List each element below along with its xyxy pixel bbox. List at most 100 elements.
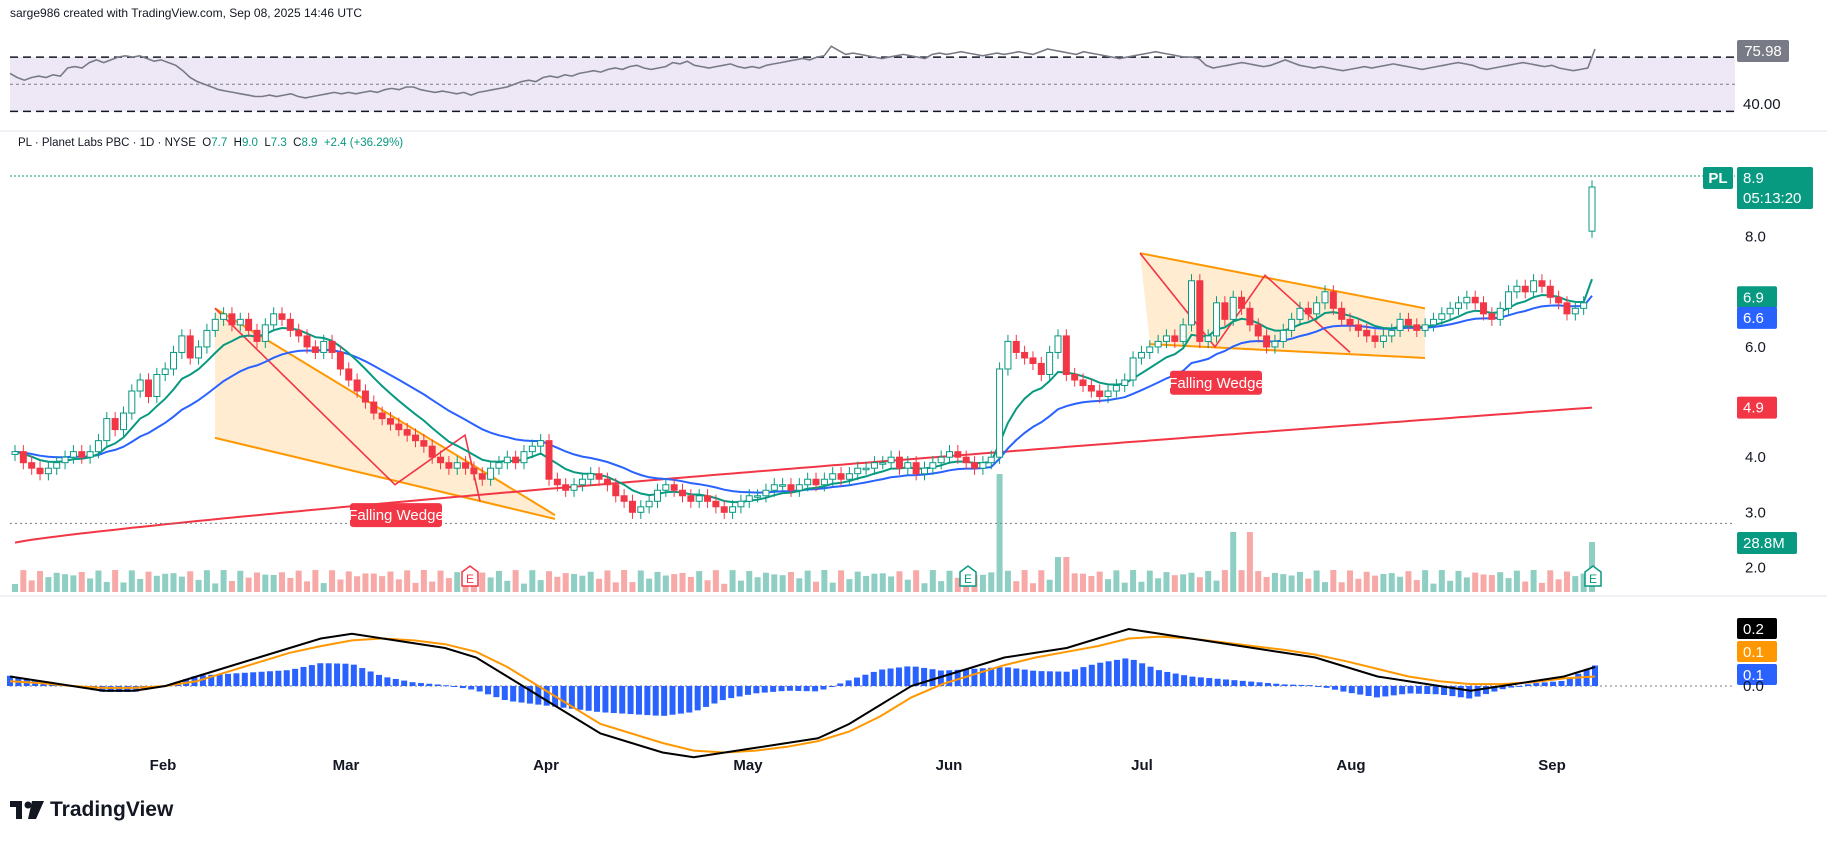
macd-hist-bar	[350, 664, 357, 686]
volume-bar	[779, 575, 786, 592]
candle-body	[1263, 335, 1271, 348]
macd-hist-bar	[132, 686, 139, 692]
candle-body	[745, 495, 753, 502]
macd-hist-bar	[1030, 670, 1037, 686]
volume-bar	[1071, 573, 1078, 592]
volume-bar	[1096, 571, 1103, 592]
macd-hist-bar	[887, 668, 894, 686]
volume-bar	[1088, 575, 1095, 592]
volume-bar	[262, 574, 269, 592]
macd-hist-bar	[1592, 665, 1598, 686]
macd-hist-bar	[124, 686, 131, 692]
candle-body	[1179, 324, 1187, 342]
volume-bar	[629, 582, 636, 592]
candle-body	[1413, 324, 1421, 331]
macd-hist-bar	[879, 669, 886, 686]
wedge-fill	[1140, 253, 1425, 358]
candle-body	[1321, 291, 1329, 304]
candle-body	[361, 390, 369, 403]
macd-tick-label: 0.0	[1743, 678, 1764, 695]
macd-hist-bar	[451, 686, 458, 687]
volume-bar	[1572, 576, 1579, 592]
macd-hist-bar	[862, 674, 869, 686]
candle-body	[603, 478, 611, 486]
candle-body	[195, 346, 203, 359]
macd-hist-bar	[1432, 686, 1439, 695]
volume-bar	[103, 581, 110, 592]
volume-bar	[487, 577, 494, 592]
volume-tag	[1737, 532, 1797, 554]
volume-tag-text: 28.8M	[1743, 535, 1785, 552]
macd-hist-bar	[619, 686, 626, 714]
macd-hist-bar	[1181, 675, 1188, 686]
candle-body	[1555, 296, 1563, 304]
volume-bar	[996, 474, 1003, 592]
candle-body	[862, 467, 870, 471]
volume-bar	[45, 577, 52, 592]
candle-body	[1171, 335, 1179, 342]
volume-bar	[1347, 570, 1354, 592]
macd-hist-bar	[661, 686, 668, 716]
ema-slow-line	[14, 406, 1593, 544]
macd-value-text: 0.2	[1743, 621, 1764, 638]
wedge-upper-line	[1139, 252, 1426, 310]
volume-bar	[637, 570, 644, 592]
candle-body	[1121, 379, 1129, 387]
candle-body	[445, 462, 453, 469]
macd-hist-bar	[518, 686, 525, 703]
wedge-upper-line	[214, 307, 556, 516]
volume-bar	[879, 573, 886, 592]
change-value: +2.4 (+36.29%)	[323, 137, 404, 149]
volume-bar	[1363, 571, 1370, 592]
volume-bar	[1130, 570, 1137, 592]
candle-body	[520, 451, 528, 464]
candle-body	[261, 324, 269, 342]
macd-hist-bar	[459, 686, 466, 689]
rsi-value-text: 75.98	[1744, 43, 1782, 60]
volume-bar	[1246, 532, 1253, 592]
volume-bar	[679, 572, 686, 592]
macd-hist-bar	[384, 677, 391, 686]
macd-hist-bar	[208, 674, 215, 686]
candle-body	[1213, 302, 1221, 337]
macd-hist-bar	[744, 686, 751, 695]
low-label: L	[264, 137, 271, 149]
candle-body	[44, 467, 52, 475]
macd-value-tag	[1737, 641, 1777, 662]
volume-bar	[137, 578, 144, 592]
candle-body	[420, 440, 428, 447]
volume-bar	[295, 570, 302, 592]
price-tick-label: 6.0	[1745, 339, 1766, 356]
candle-body	[86, 451, 94, 458]
candle-body	[1463, 296, 1471, 304]
candle-body	[228, 313, 236, 326]
tradingview-logo[interactable]: TradingView	[10, 798, 173, 822]
macd-hist-bar	[1256, 682, 1263, 686]
volume-bar	[754, 577, 761, 592]
candle-body	[386, 418, 394, 425]
candle-body	[979, 462, 987, 469]
macd-hist-bar	[1415, 686, 1422, 694]
volume-bar	[70, 575, 77, 592]
macd-hist-bar	[199, 675, 206, 686]
volume-bar	[1472, 572, 1479, 592]
candle-body	[1279, 329, 1287, 342]
candle-body	[595, 473, 603, 480]
price-tick-label: 8.0	[1745, 229, 1766, 246]
candle-body	[412, 434, 420, 442]
macd-hist-bar	[828, 686, 835, 687]
macd-hist-bar	[417, 683, 424, 686]
volume-bar	[921, 583, 928, 592]
macd-hist-bar	[1550, 681, 1557, 686]
close-value: 8.9	[301, 137, 318, 149]
macd-hist-bar	[1340, 686, 1347, 692]
volume-bar	[1013, 581, 1020, 592]
candle-body	[887, 456, 895, 464]
macd-hist-bar	[1147, 666, 1154, 686]
macd-hist-bar	[602, 686, 609, 713]
macd-hist-bar	[1373, 686, 1380, 698]
volume-bar	[420, 570, 427, 592]
ema-value-tag	[1737, 396, 1777, 419]
volume-bar	[1238, 570, 1245, 592]
